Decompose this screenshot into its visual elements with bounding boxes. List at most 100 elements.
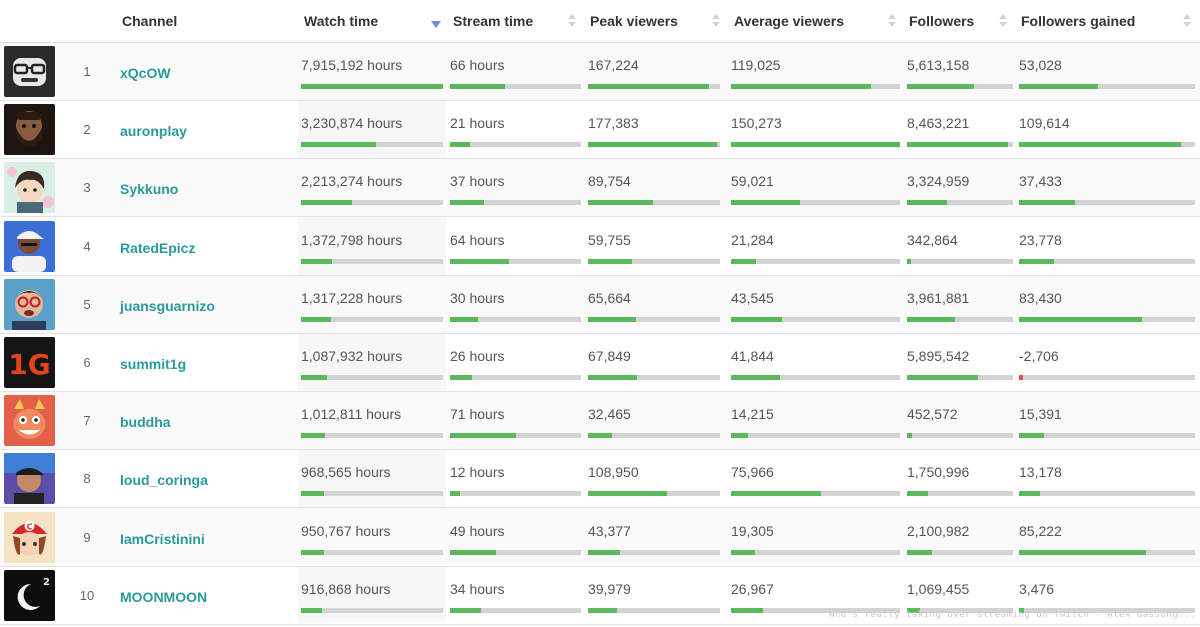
- column-header-followers[interactable]: Followers: [909, 13, 975, 29]
- table-row[interactable]: 1 xQcOW 7,915,192 hours 66 hours 167,224 119,…: [0, 43, 1200, 101]
- table-row[interactable]: 2 10 MOONMOON 916,868 hours 34 hours 39,979 26…: [0, 567, 1200, 625]
- gained-bar-fill: [1019, 200, 1075, 206]
- peak-bar: [588, 549, 720, 555]
- column-header-average-viewers[interactable]: Average viewers: [734, 13, 844, 29]
- rank-number: 7: [83, 413, 91, 429]
- peak-bar: [588, 433, 720, 439]
- sort-icon[interactable]: [888, 14, 896, 28]
- table-row[interactable]: 2 auronplay 3,230,874 hours 21 hours 177,383…: [0, 101, 1200, 160]
- channel-link[interactable]: Sykkuno: [120, 181, 179, 198]
- gained-bar: [1019, 200, 1195, 206]
- channel-link[interactable]: xQcOW: [120, 65, 171, 81]
- column-header-channel[interactable]: Channel: [122, 13, 178, 29]
- followers-value: 342,864: [907, 231, 958, 248]
- 1g-logo-avatar[interactable]: 1G: [4, 337, 55, 388]
- cell-avg: 75,966: [728, 450, 903, 508]
- avg-bar: [731, 549, 900, 555]
- gained-bar: [1019, 258, 1195, 264]
- channel-link[interactable]: auronplay: [120, 123, 187, 140]
- followers-value: 3,324,959: [907, 173, 970, 190]
- sort-icon[interactable]: [999, 14, 1007, 28]
- avg-value: 41,844: [731, 348, 774, 364]
- stream-value: 21 hours: [450, 115, 505, 132]
- sort-icon[interactable]: [712, 14, 720, 28]
- gained-value: 23,778: [1019, 231, 1062, 248]
- sort-icon[interactable]: [1183, 14, 1191, 28]
- peak-value: 67,849: [588, 348, 631, 364]
- channel-link[interactable]: RatedEpicz: [120, 239, 196, 256]
- column-header-watch-time[interactable]: Watch time: [304, 13, 379, 29]
- cell-followers: 3,324,959: [904, 159, 1016, 217]
- table-row[interactable]: 5 juansguarnizo 1,317,228 hours 30 hours 65,…: [0, 275, 1200, 334]
- cell-stream: 21 hours: [447, 101, 584, 159]
- channel-link[interactable]: buddha: [120, 414, 171, 431]
- stream-bar: [450, 549, 581, 555]
- bearded-man-avatar[interactable]: [4, 104, 55, 156]
- cell-stream: 30 hours: [447, 276, 584, 334]
- gained-value: 3,476: [1019, 580, 1055, 597]
- watch-value: 1,317,228 hours: [301, 289, 403, 306]
- avg-bar-fill: [731, 375, 780, 380]
- table-row[interactable]: 1G 6 summit1g 1,087,932 hours 26 hours 67,849…: [0, 334, 1200, 392]
- channel-link[interactable]: loud_coringa: [120, 472, 208, 489]
- table-row[interactable]: 4 RatedEpicz 1,372,798 hours 64 hours 59,755…: [0, 218, 1200, 276]
- avg-value: 14,215: [731, 406, 774, 423]
- channel-link[interactable]: summit1g: [120, 356, 187, 372]
- channel-link[interactable]: juansguarnizo: [120, 297, 215, 314]
- cell-gained: 23,778: [1016, 218, 1198, 276]
- channel-link[interactable]: IamCristinini: [120, 530, 205, 547]
- stream-bar: [450, 316, 581, 322]
- cell-avg: 119,025: [728, 43, 903, 101]
- cell-followers: 3,961,881: [904, 276, 1016, 334]
- peak-value: 177,383: [588, 115, 639, 132]
- gained-bar: [1019, 375, 1195, 380]
- stream-bar-fill: [450, 375, 472, 380]
- watch-value: 916,868 hours: [301, 580, 391, 597]
- table-row[interactable]: C 9 IamCristinini 950,767 hours 49 hours 43,3…: [0, 508, 1200, 567]
- followers-bar-fill: [907, 84, 974, 89]
- watch-value: 2,213,274 hours: [301, 173, 403, 190]
- cell-followers: 5,895,542: [904, 334, 1016, 392]
- column-header-peak-viewers[interactable]: Peak viewers: [590, 13, 678, 29]
- stream-value: 66 hours: [450, 57, 505, 73]
- sort-desc-icon[interactable]: [431, 14, 441, 28]
- cell-watch: 950,767 hours: [298, 509, 446, 567]
- cell-followers: 5,613,158: [904, 43, 1016, 101]
- cell-avg: 41,844: [728, 334, 903, 392]
- demon-mask-avatar[interactable]: [4, 395, 55, 447]
- watch-bar: [301, 549, 443, 555]
- followers-bar-fill: [907, 258, 911, 264]
- avg-bar-fill: [731, 607, 763, 613]
- anime-boy-avatar[interactable]: [4, 162, 55, 214]
- rank-number: 3: [83, 180, 91, 196]
- column-header-followers-gained[interactable]: Followers gained: [1021, 13, 1136, 29]
- gorilla-glasses-avatar[interactable]: [4, 46, 55, 97]
- man-glasses-avatar[interactable]: [4, 278, 55, 330]
- stream-bar-fill: [450, 316, 478, 322]
- table-row[interactable]: 3 Sykkuno 2,213,274 hours 37 hours 89,754 59,…: [0, 159, 1200, 218]
- man-cap-avatar[interactable]: [4, 220, 55, 272]
- cell-peak: 67,849: [585, 334, 723, 392]
- mario-girl-avatar[interactable]: C: [4, 511, 55, 563]
- watch-bar: [301, 491, 443, 497]
- cell-gained: 83,430: [1016, 276, 1198, 334]
- avg-value: 150,273: [731, 115, 782, 132]
- stream-value: 26 hours: [450, 348, 505, 364]
- moon-logo-avatar[interactable]: 2: [4, 569, 55, 621]
- channel-link[interactable]: MOONMOON: [120, 588, 208, 605]
- man-hat-avatar[interactable]: [4, 453, 55, 505]
- sort-icon[interactable]: [568, 14, 576, 28]
- cell-peak: 65,664: [585, 276, 723, 334]
- column-header-stream-time[interactable]: Stream time: [453, 13, 534, 29]
- gained-value: 109,614: [1019, 115, 1070, 132]
- followers-bar-fill: [907, 433, 912, 439]
- avg-bar: [731, 607, 900, 613]
- watch-value: 1,372,798 hours: [301, 231, 403, 248]
- avg-bar-fill: [731, 200, 800, 206]
- followers-value: 1,750,996: [907, 464, 970, 481]
- cell-peak: 39,979: [585, 567, 723, 625]
- stream-bar: [450, 375, 581, 380]
- table-row[interactable]: 7 buddha 1,012,811 hours 71 hours 32,465 14,2…: [0, 392, 1200, 451]
- table-row[interactable]: 8 loud_coringa 968,565 hours 12 hours 108,95…: [0, 450, 1200, 509]
- followers-bar-fill: [907, 549, 932, 555]
